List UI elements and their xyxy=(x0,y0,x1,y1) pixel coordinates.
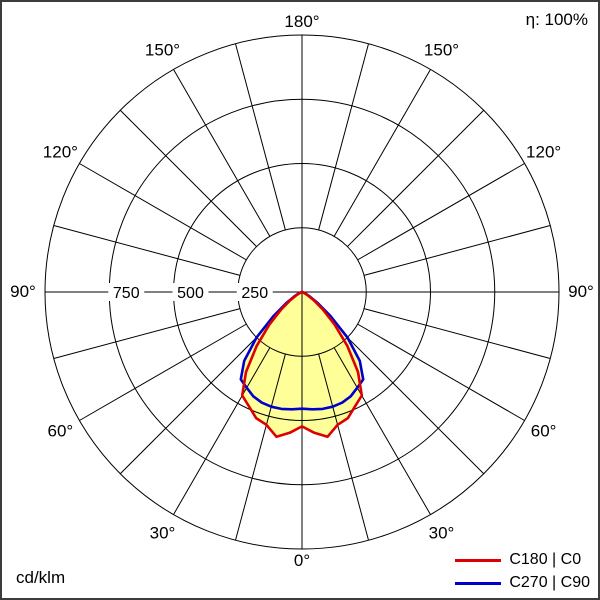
grid-line xyxy=(363,308,551,359)
grid-line xyxy=(79,323,247,421)
radial-tick-label: 750 xyxy=(113,285,140,302)
angle-label: 60° xyxy=(531,422,557,441)
legend: C180 | C0 C270 | C90 xyxy=(455,551,590,592)
angle-label: 180° xyxy=(284,12,319,31)
radial-tick-label: 250 xyxy=(241,285,268,302)
grid-line xyxy=(173,69,271,237)
angle-label: 120° xyxy=(526,143,561,162)
grid-line xyxy=(235,43,286,231)
grid-line xyxy=(79,163,247,261)
angle-label: 30° xyxy=(150,524,176,543)
efficiency-label: η: 100% xyxy=(525,10,588,29)
angle-label: 150° xyxy=(424,40,459,59)
grid-line xyxy=(333,69,431,237)
grid-line xyxy=(235,353,286,541)
legend-item-c180-c0: C180 | C0 xyxy=(455,551,590,569)
radial-tick-label: 500 xyxy=(177,285,204,302)
grid-line xyxy=(119,337,257,475)
grid-line xyxy=(318,353,369,541)
grid-line xyxy=(363,225,551,276)
grid-line xyxy=(119,109,257,247)
radial-tick-bg xyxy=(172,283,209,301)
legend-label-c270-c90: C270 | C90 xyxy=(509,574,590,591)
angle-label: 30° xyxy=(429,524,455,543)
angle-label: 90° xyxy=(568,282,594,301)
angle-label: 0° xyxy=(294,551,310,570)
angle-label: 150° xyxy=(145,40,180,59)
angle-label: 90° xyxy=(10,282,36,301)
curve-c180-c0 xyxy=(240,290,364,439)
radial-tick-bg xyxy=(236,283,273,301)
grid-line xyxy=(357,163,525,261)
grid-line xyxy=(357,323,525,421)
grid-line xyxy=(347,337,485,475)
grid-line xyxy=(318,43,369,231)
grid-line xyxy=(347,109,485,247)
legend-line-red xyxy=(455,558,502,562)
grid-line xyxy=(173,347,271,515)
legend-label-c180-c0: C180 | C0 xyxy=(509,551,582,568)
angle-label: 120° xyxy=(43,143,78,162)
grid-line xyxy=(333,347,431,515)
grid-line xyxy=(53,225,241,276)
radial-tick-bg xyxy=(108,283,145,301)
grid-line xyxy=(53,308,241,359)
angle-label: 60° xyxy=(48,422,74,441)
legend-item-c270-c90: C270 | C90 xyxy=(455,574,590,592)
unit-label: cd/klm xyxy=(16,568,66,587)
curve-c270-c90 xyxy=(239,290,365,411)
legend-line-blue xyxy=(455,581,502,585)
